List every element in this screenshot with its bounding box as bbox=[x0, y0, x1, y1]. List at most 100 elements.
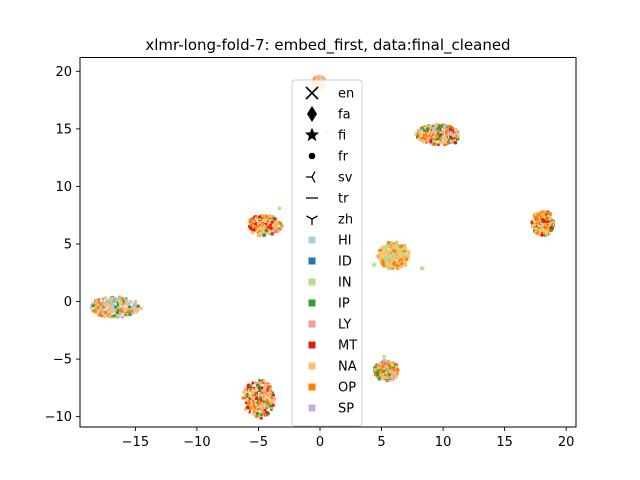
data-point bbox=[134, 305, 137, 308]
data-point bbox=[260, 232, 263, 236]
data-point bbox=[453, 140, 458, 145]
data-point bbox=[249, 387, 252, 391]
data-point bbox=[252, 396, 256, 401]
data-point bbox=[540, 233, 544, 237]
data-point bbox=[546, 220, 550, 224]
data-point bbox=[249, 384, 253, 387]
data-point bbox=[429, 138, 432, 142]
data-point bbox=[422, 138, 426, 142]
data-point bbox=[387, 266, 391, 271]
data-point bbox=[249, 225, 253, 229]
data-point bbox=[448, 128, 452, 131]
data-point bbox=[124, 307, 128, 310]
data-point bbox=[446, 133, 450, 137]
data-point bbox=[543, 231, 547, 235]
data-point bbox=[244, 401, 248, 404]
data-point bbox=[260, 389, 264, 393]
data-point bbox=[533, 223, 537, 227]
data-point bbox=[397, 252, 400, 255]
legend-label: fi bbox=[338, 129, 346, 144]
data-point bbox=[426, 137, 430, 141]
data-point bbox=[443, 140, 448, 144]
data-point bbox=[545, 210, 549, 214]
data-point bbox=[315, 75, 318, 78]
legend-swatch bbox=[308, 278, 316, 286]
data-point bbox=[111, 303, 115, 307]
data-point bbox=[268, 404, 272, 408]
data-point bbox=[102, 301, 105, 304]
data-point bbox=[387, 379, 391, 382]
data-point bbox=[394, 371, 397, 375]
data-point bbox=[255, 216, 258, 219]
data-point bbox=[272, 393, 275, 397]
y-tick-label: 10 bbox=[55, 180, 72, 195]
data-point bbox=[404, 249, 408, 253]
data-point bbox=[95, 300, 99, 304]
data-point bbox=[97, 300, 100, 304]
legend-swatch bbox=[308, 257, 316, 265]
data-point bbox=[259, 403, 263, 406]
y-tick-label: 5 bbox=[64, 237, 72, 252]
data-point bbox=[277, 206, 282, 211]
data-point bbox=[541, 218, 544, 221]
data-point bbox=[379, 261, 382, 264]
data-point bbox=[378, 363, 382, 366]
data-point bbox=[386, 369, 390, 372]
data-point bbox=[431, 143, 435, 146]
data-point bbox=[425, 131, 428, 134]
data-point bbox=[453, 133, 458, 137]
data-point bbox=[396, 261, 400, 265]
data-point bbox=[263, 219, 267, 223]
data-point bbox=[399, 255, 403, 259]
data-point bbox=[395, 365, 398, 369]
data-point bbox=[252, 225, 256, 229]
data-point bbox=[258, 385, 261, 388]
data-point bbox=[100, 308, 104, 312]
plot-frame bbox=[79, 57, 577, 428]
legend-swatch bbox=[308, 383, 316, 391]
data-point bbox=[389, 248, 393, 252]
data-point bbox=[397, 370, 400, 373]
data-point bbox=[377, 253, 382, 257]
data-point bbox=[441, 130, 445, 134]
data-point bbox=[542, 215, 546, 219]
legend-label: NA bbox=[338, 360, 357, 375]
data-point bbox=[453, 127, 458, 132]
data-point bbox=[546, 227, 550, 230]
data-point bbox=[386, 245, 389, 248]
data-point bbox=[258, 217, 261, 221]
data-point bbox=[400, 253, 403, 257]
data-point bbox=[386, 249, 389, 252]
data-point bbox=[256, 415, 259, 419]
data-point bbox=[442, 124, 445, 128]
data-point bbox=[96, 305, 100, 309]
data-point bbox=[405, 254, 409, 258]
data-point bbox=[261, 224, 265, 228]
data-point bbox=[249, 389, 252, 392]
data-point bbox=[546, 216, 549, 219]
data-point bbox=[547, 214, 550, 218]
data-point bbox=[116, 302, 120, 305]
data-point bbox=[382, 264, 386, 268]
data-point bbox=[541, 223, 544, 226]
data-point bbox=[425, 133, 430, 137]
data-point bbox=[245, 393, 249, 396]
data-point bbox=[542, 224, 546, 229]
data-point bbox=[385, 262, 388, 265]
data-point bbox=[262, 411, 265, 415]
data-point bbox=[248, 410, 252, 413]
legend-swatch bbox=[308, 341, 316, 349]
data-point bbox=[439, 124, 443, 128]
data-point bbox=[455, 130, 459, 134]
legend-label: zh bbox=[338, 213, 353, 228]
data-point bbox=[95, 298, 99, 302]
data-point bbox=[401, 244, 404, 247]
data-point bbox=[544, 212, 548, 216]
data-point bbox=[381, 246, 385, 250]
data-point bbox=[450, 129, 454, 133]
data-point bbox=[272, 229, 276, 233]
data-point bbox=[266, 388, 270, 392]
data-point bbox=[96, 313, 100, 316]
legend-label: LY bbox=[338, 318, 352, 333]
data-point bbox=[119, 308, 123, 311]
